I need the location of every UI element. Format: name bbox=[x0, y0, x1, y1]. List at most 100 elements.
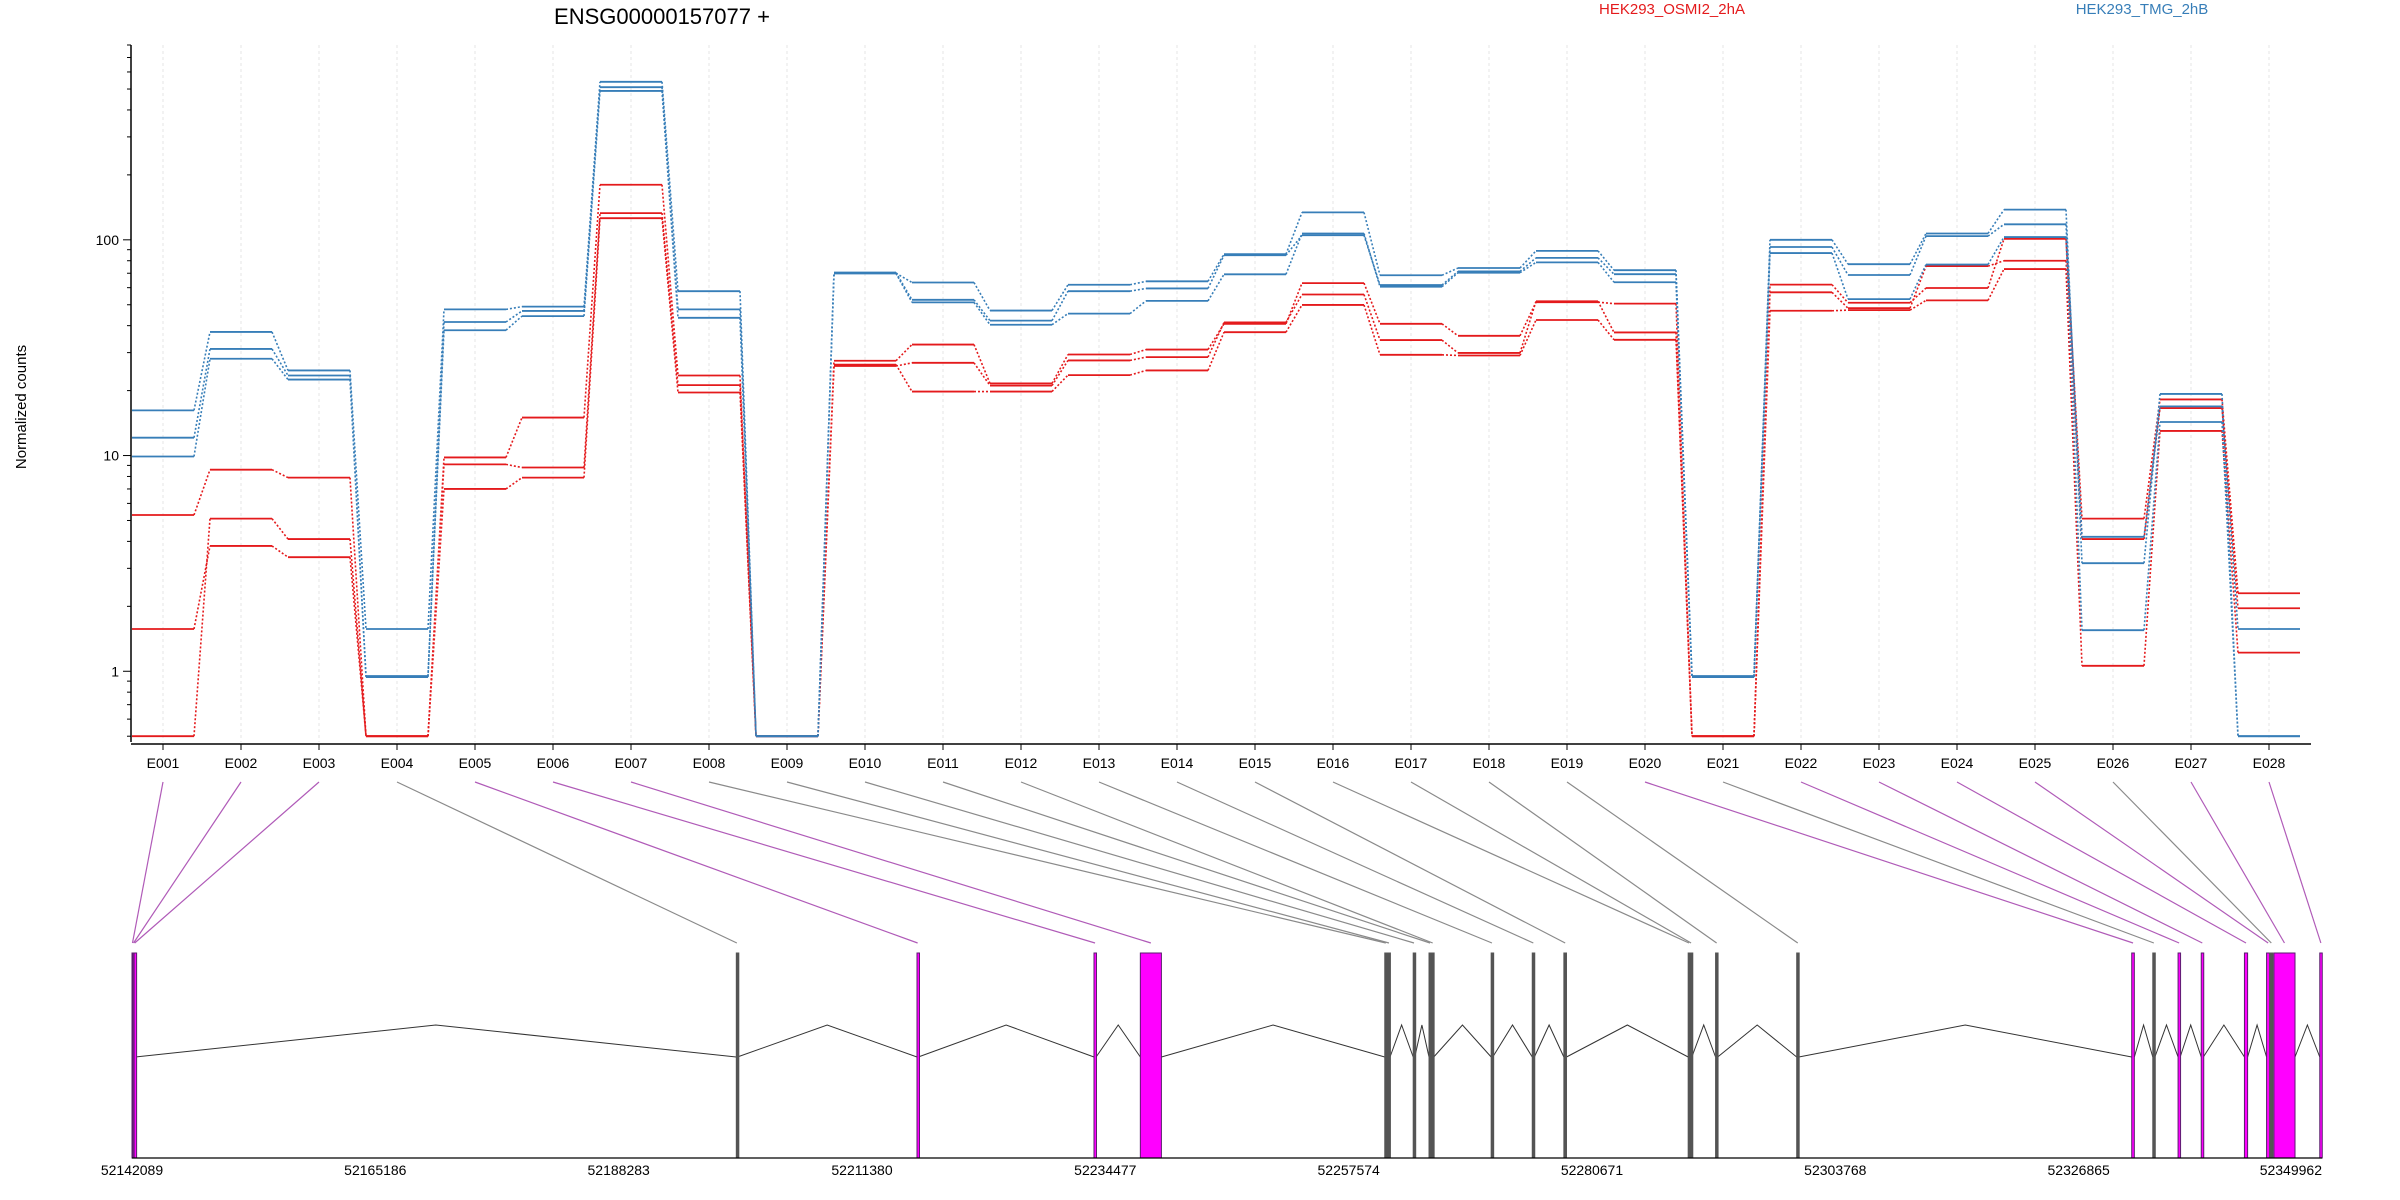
exon-E020 bbox=[2131, 952, 2135, 1159]
series-connector bbox=[1753, 246, 1771, 677]
x-tick-label-E001: E001 bbox=[147, 755, 180, 771]
intron bbox=[1566, 1024, 1689, 1058]
genomic-tick-label: 52326865 bbox=[2048, 1162, 2111, 1178]
exon-link-E024 bbox=[1956, 781, 2247, 944]
series-connector bbox=[1753, 310, 1771, 737]
y-tick-label: 100 bbox=[96, 232, 120, 248]
series-connector bbox=[895, 362, 913, 367]
series-connector bbox=[427, 488, 445, 737]
series-connector bbox=[895, 364, 913, 392]
series-connector bbox=[1207, 331, 1225, 371]
exon-link-E015 bbox=[1254, 781, 1566, 944]
series-connector bbox=[1363, 233, 1381, 287]
x-tick-label-E010: E010 bbox=[849, 755, 882, 771]
exon-link-E005 bbox=[474, 781, 918, 944]
exon-E024 bbox=[2243, 952, 2249, 1159]
exon-E023 bbox=[2200, 952, 2205, 1159]
intron bbox=[1492, 1024, 1533, 1058]
x-tick-label-E017: E017 bbox=[1395, 755, 1428, 771]
series-connector bbox=[193, 545, 211, 630]
x-tick-label-E018: E018 bbox=[1473, 755, 1506, 771]
series-connector bbox=[1363, 235, 1381, 286]
exon-E003 bbox=[133, 952, 138, 1159]
intron bbox=[2294, 1023, 2321, 1058]
intron bbox=[1798, 1024, 2132, 1058]
series-connector bbox=[583, 90, 601, 317]
exon-link-E021 bbox=[1722, 781, 2155, 944]
series-connector bbox=[1441, 270, 1459, 286]
x-tick-label-E007: E007 bbox=[615, 755, 648, 771]
chart-title: ENSG00000157077 + bbox=[554, 4, 770, 29]
x-tick-label-E003: E003 bbox=[303, 755, 336, 771]
series-connector bbox=[1363, 304, 1381, 356]
series-connector bbox=[1519, 319, 1537, 356]
series-connector bbox=[1207, 253, 1225, 282]
intron bbox=[1533, 1023, 1565, 1058]
exon-E018 bbox=[1715, 952, 1719, 1159]
series-connector bbox=[271, 545, 289, 558]
y-tick-label: 1 bbox=[111, 663, 119, 679]
x-tick-label-E022: E022 bbox=[1785, 755, 1818, 771]
series-connector bbox=[1597, 250, 1615, 271]
x-tick-label-E002: E002 bbox=[225, 755, 258, 771]
series-connector bbox=[1285, 304, 1303, 333]
series-connector bbox=[1909, 265, 1927, 309]
genomic-tick-label: 52211380 bbox=[831, 1162, 892, 1178]
series-connector bbox=[661, 90, 679, 318]
series-connector bbox=[1129, 287, 1147, 292]
series-connector bbox=[1285, 212, 1303, 255]
intron bbox=[135, 1024, 737, 1058]
exon-E017 bbox=[1689, 952, 1694, 1159]
intron bbox=[2179, 1023, 2202, 1058]
genomic-tick-label: 52188283 bbox=[588, 1162, 651, 1178]
series-connector bbox=[1441, 323, 1459, 337]
series-connector bbox=[271, 331, 289, 371]
series-connector bbox=[427, 321, 445, 677]
series-connector bbox=[1051, 354, 1069, 384]
intron bbox=[1161, 1024, 1385, 1058]
exon-E004 bbox=[735, 952, 740, 1159]
x-tick-label-E005: E005 bbox=[459, 755, 492, 771]
intron bbox=[2133, 1023, 2154, 1058]
exon-E010 bbox=[1412, 952, 1417, 1159]
series-connector bbox=[2143, 393, 2161, 564]
series-connector bbox=[1285, 234, 1303, 256]
exon-E011 bbox=[1428, 952, 1433, 1159]
genomic-tick-label: 52280671 bbox=[1561, 1162, 1624, 1178]
series-connector bbox=[973, 299, 991, 322]
exon-E026 bbox=[2269, 952, 2274, 1159]
exon-link-E022 bbox=[1800, 781, 2180, 944]
series-connector bbox=[1051, 284, 1069, 311]
series-connector bbox=[1831, 252, 1849, 300]
x-tick-label-E012: E012 bbox=[1005, 755, 1038, 771]
x-tick-label-E021: E021 bbox=[1707, 755, 1740, 771]
y-axis-label: Normalized counts bbox=[13, 345, 30, 469]
series-connector bbox=[1207, 254, 1225, 289]
intron bbox=[918, 1024, 1095, 1058]
series-connector bbox=[2143, 421, 2161, 631]
intron bbox=[1389, 1023, 1414, 1058]
series-connector bbox=[1441, 354, 1459, 357]
exon-link-E011 bbox=[942, 781, 1431, 944]
intron bbox=[1433, 1024, 1492, 1058]
series-connector bbox=[973, 362, 991, 387]
series-connector bbox=[505, 476, 523, 490]
series-connector bbox=[817, 364, 835, 737]
series-connector bbox=[1363, 294, 1381, 341]
x-tick-label-E024: E024 bbox=[1941, 755, 1974, 771]
series-connector bbox=[427, 330, 445, 678]
series-connector bbox=[1675, 282, 1693, 678]
exon-link-E008 bbox=[708, 781, 1386, 944]
intron bbox=[1717, 1024, 1798, 1058]
series-connector bbox=[505, 315, 523, 331]
series-connector bbox=[1285, 282, 1303, 325]
x-tick-label-E023: E023 bbox=[1863, 755, 1896, 771]
series-connector bbox=[973, 282, 991, 311]
series-connector bbox=[583, 213, 601, 468]
series-HEK293_TMG_2hB-3 bbox=[132, 90, 2300, 738]
series-connector bbox=[1285, 294, 1303, 323]
series-connector bbox=[193, 348, 211, 438]
x-tick-label-E009: E009 bbox=[771, 755, 804, 771]
series-connector bbox=[505, 417, 523, 458]
